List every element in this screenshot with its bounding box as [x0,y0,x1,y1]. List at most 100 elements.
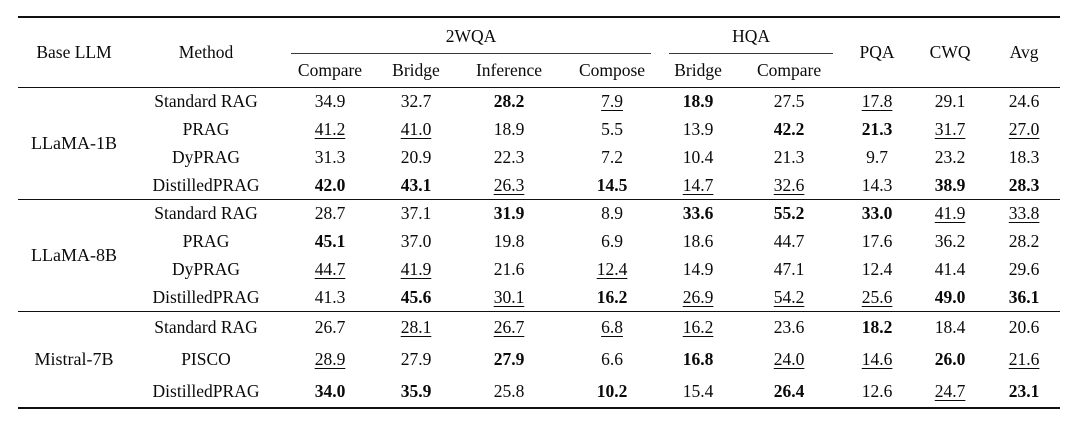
score-value: 43.1 [400,174,432,195]
score-cell: 33.6 [660,200,736,228]
score-value: 32.6 [773,174,805,195]
score-cell: 44.7 [736,228,842,256]
score-cell: 42.0 [282,172,378,200]
score-value: 49.0 [934,286,966,307]
results-table: Base LLM Method 2WQA HQA PQA CWQ Avg Com… [18,16,1061,409]
score-value: 55.2 [773,203,805,224]
score-value: 17.8 [861,91,893,112]
score-cell: 34.9 [282,88,378,116]
header-sub-row: Compare Bridge Inference Compose Bridge … [18,54,1060,88]
score-value: 27.9 [400,349,432,369]
score-value: 37.0 [400,231,432,251]
score-value: 35.9 [400,380,432,401]
score-value: 18.4 [934,317,966,338]
score-value: 20.9 [400,147,432,167]
score-value: 26.7 [314,317,346,338]
score-value: 16.2 [596,286,628,307]
score-cell: 14.9 [660,256,736,284]
score-cell: 14.5 [564,172,660,200]
score-cell: 6.8 [564,312,660,344]
score-cell: 12.6 [842,376,912,408]
score-cell: 13.9 [660,116,736,144]
score-value: 34.9 [314,91,346,112]
table-header: Base LLM Method 2WQA HQA PQA CWQ Avg Com… [18,17,1061,88]
table-row: PRAG 45.1 37.0 19.8 6.9 18.6 44.7 17.6 36.2 28.2 [18,228,1060,256]
score-value: 28.2 [1008,231,1040,251]
method-cell: Standard RAG [154,203,258,224]
header-2wqa-compose: Compose [578,60,646,80]
score-cell: 27.5 [736,88,842,116]
score-value: 31.3 [314,147,346,167]
table-row: PISCO 28.9 27.9 27.9 6.6 16.8 24.0 14.6 26.0 21.6 [18,344,1060,376]
score-cell: 14.6 [842,344,912,376]
score-value: 28.7 [314,203,346,224]
header-2wqa-inference: Inference [475,60,543,80]
score-value: 10.2 [596,380,628,401]
score-value: 30.1 [493,286,525,307]
score-value: 33.8 [1008,203,1040,224]
score-value: 24.7 [934,380,966,401]
score-cell: 26.7 [454,312,564,344]
score-cell: 24.0 [736,344,842,376]
header-hqa-compare: Compare [756,60,822,80]
method-cell: DistilledPRAG [152,286,260,307]
score-value: 23.1 [1008,380,1040,401]
score-value: 25.8 [493,380,525,401]
score-value: 44.7 [314,259,346,279]
header-group-2wqa: 2WQA [282,17,660,54]
score-value: 14.9 [682,259,714,279]
score-value: 28.2 [493,91,525,112]
score-cell: 31.9 [454,200,564,228]
score-value: 26.0 [934,349,966,369]
score-cell: 21.3 [842,116,912,144]
score-cell: 26.9 [660,284,736,312]
score-cell: 16.2 [660,312,736,344]
score-cell: 28.2 [988,228,1060,256]
score-value: 34.0 [314,380,346,401]
score-cell: 20.6 [988,312,1060,344]
score-value: 21.3 [773,147,805,167]
score-cell: 45.1 [282,228,378,256]
score-value: 16.2 [682,317,714,338]
method-cell: Standard RAG [154,317,258,338]
table-row: DistilledPRAG 42.0 43.1 26.3 14.5 14.7 32.6 14.… [18,172,1060,200]
score-cell: 41.0 [378,116,454,144]
score-value: 18.3 [1008,147,1040,167]
score-cell: 18.2 [842,312,912,344]
score-value: 14.6 [861,349,893,369]
score-value: 24.6 [1008,91,1040,112]
method-cell: DistilledPRAG [152,174,260,195]
score-cell: 17.6 [842,228,912,256]
score-cell: 6.9 [564,228,660,256]
score-cell: 23.1 [988,376,1060,408]
score-value: 19.8 [493,231,525,251]
method-cell: PRAG [182,231,230,251]
score-cell: 36.2 [912,228,988,256]
score-value: 21.6 [493,259,525,279]
score-cell: 6.6 [564,344,660,376]
score-value: 25.6 [861,286,893,307]
score-value: 31.7 [934,119,966,139]
score-value: 45.1 [314,231,346,251]
score-value: 7.2 [601,147,623,167]
score-cell: 37.1 [378,200,454,228]
score-value: 26.4 [773,380,805,401]
score-cell: 19.8 [454,228,564,256]
llm-group-block: LLaMA-8B Standard RAG 28.7 37.1 31.9 8.9 33.6 5… [18,199,1061,312]
score-cell: 36.1 [988,284,1060,312]
score-cell: 22.3 [454,144,564,172]
score-value: 23.2 [934,147,966,167]
score-cell: 31.3 [282,144,378,172]
base-llm-cell: LLaMA-1B [31,133,117,153]
score-cell: 41.9 [912,200,988,228]
score-cell: 41.2 [282,116,378,144]
score-cell: 16.2 [564,284,660,312]
score-value: 28.1 [400,317,432,338]
score-cell: 29.1 [912,88,988,116]
score-value: 27.0 [1008,119,1040,139]
score-value: 12.6 [861,380,893,401]
score-value: 41.9 [934,203,966,224]
score-value: 37.1 [400,203,432,224]
score-value: 18.2 [861,317,893,338]
table-row: Mistral-7B Standard RAG 26.7 28.1 26.7 6.8 16.… [18,312,1060,369]
